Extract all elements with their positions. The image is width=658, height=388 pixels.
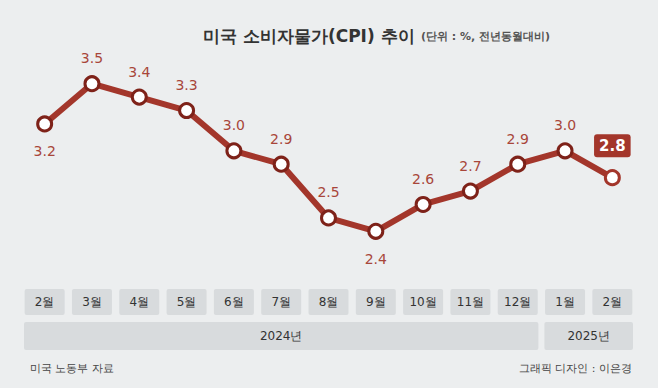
svg-text:6월: 6월 (224, 295, 244, 309)
svg-text:12월: 12월 (504, 295, 531, 309)
svg-text:미국 노동부 자료: 미국 노동부 자료 (30, 362, 114, 375)
svg-text:그래픽 디자인 : 이은경: 그래픽 디자인 : 이은경 (519, 362, 632, 375)
svg-text:1월: 1월 (555, 295, 575, 309)
svg-text:2025년: 2025년 (567, 329, 610, 343)
svg-text:2월: 2월 (603, 295, 623, 309)
svg-text:(단위 : %, 전년동월대비): (단위 : %, 전년동월대비) (421, 30, 550, 43)
svg-text:7월: 7월 (271, 295, 291, 309)
svg-text:11월: 11월 (457, 295, 484, 309)
svg-text:3.3: 3.3 (175, 77, 197, 93)
svg-text:9월: 9월 (366, 295, 386, 309)
svg-text:3월: 3월 (82, 295, 102, 309)
svg-text:2.6: 2.6 (412, 171, 434, 187)
svg-text:미국 소비자물가(CPI) 추이: 미국 소비자물가(CPI) 추이 (203, 26, 415, 46)
svg-text:2.9: 2.9 (507, 131, 529, 147)
svg-text:3.0: 3.0 (554, 117, 576, 133)
svg-text:2.4: 2.4 (365, 251, 387, 267)
svg-text:2024년: 2024년 (260, 329, 303, 343)
svg-text:10월: 10월 (409, 295, 436, 309)
svg-text:2월: 2월 (35, 295, 55, 309)
svg-text:2.7: 2.7 (459, 158, 481, 174)
svg-text:2.9: 2.9 (270, 131, 292, 147)
svg-text:3.0: 3.0 (223, 117, 245, 133)
svg-text:2.5: 2.5 (317, 184, 339, 200)
svg-text:2.8: 2.8 (599, 137, 626, 155)
svg-text:4월: 4월 (129, 295, 149, 309)
svg-text:8월: 8월 (319, 295, 339, 309)
svg-text:3.2: 3.2 (34, 143, 56, 159)
svg-text:5월: 5월 (177, 295, 197, 309)
svg-text:3.5: 3.5 (81, 50, 103, 66)
svg-text:3.4: 3.4 (128, 64, 150, 80)
